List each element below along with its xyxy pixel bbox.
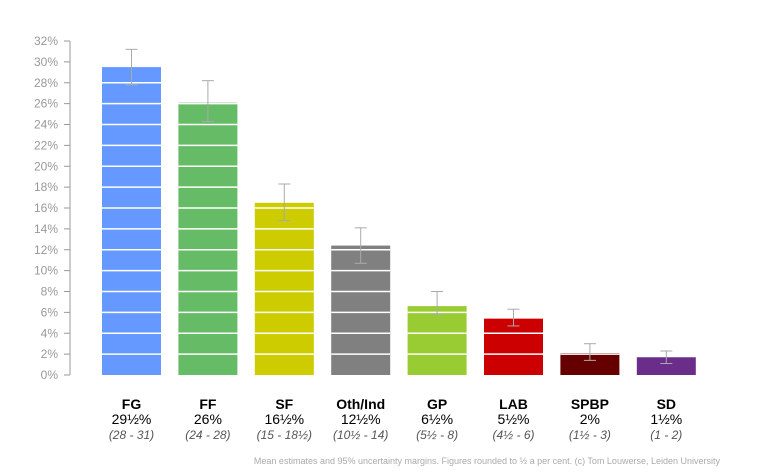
x-val-label: 6½% bbox=[421, 411, 454, 427]
y-tick-label: 10% bbox=[34, 264, 58, 278]
y-tick-label: 22% bbox=[34, 138, 58, 152]
y-tick-label: 6% bbox=[41, 305, 59, 319]
x-rng-label: (1 - 2) bbox=[650, 428, 683, 442]
y-tick-label: 14% bbox=[34, 222, 58, 236]
y-tick-label: 26% bbox=[34, 97, 58, 111]
x-val-label: 12½% bbox=[340, 411, 381, 427]
y-tick-label: 2% bbox=[41, 347, 59, 361]
x-name-label: SD bbox=[656, 396, 677, 412]
x-val-label: 16½% bbox=[264, 411, 305, 427]
x-name-label: LAB bbox=[499, 396, 528, 412]
x-name-label: FG bbox=[121, 396, 142, 412]
bar-sd bbox=[636, 357, 696, 375]
y-tick-label: 30% bbox=[34, 55, 58, 69]
bar-fg bbox=[102, 67, 161, 375]
y-tick-label: 24% bbox=[34, 118, 58, 132]
y-tick-label: 18% bbox=[34, 180, 58, 194]
bar-sf bbox=[254, 202, 314, 375]
bar-ff bbox=[178, 102, 238, 376]
x-rng-label: (28 - 31) bbox=[108, 428, 155, 442]
x-rng-label: (24 - 28) bbox=[185, 428, 231, 442]
x-val-label: 2% bbox=[579, 411, 600, 427]
x-val-label: 1½% bbox=[650, 411, 683, 427]
x-rng-label: (4½ - 6) bbox=[492, 428, 535, 442]
y-tick-label: 28% bbox=[34, 76, 58, 90]
x-val-label: 29½% bbox=[111, 411, 152, 427]
y-tick-label: 32% bbox=[34, 34, 58, 48]
x-rng-label: (5½ - 8) bbox=[416, 428, 459, 442]
y-tick-label: 16% bbox=[34, 201, 58, 215]
x-name-label: GP bbox=[426, 396, 448, 412]
x-rng-label: (1½ - 3) bbox=[568, 428, 611, 442]
bar-gp bbox=[407, 306, 467, 375]
y-tick-label: 8% bbox=[41, 285, 59, 299]
bar-spbp bbox=[560, 353, 620, 375]
y-tick-label: 0% bbox=[41, 368, 59, 382]
y-tick-label: 12% bbox=[34, 243, 58, 257]
x-val-label: 26% bbox=[193, 411, 222, 427]
x-rng-label: (15 - 18½) bbox=[256, 428, 312, 442]
x-name-label: SPBP bbox=[570, 396, 609, 412]
x-rng-label: (10½ - 14) bbox=[333, 428, 389, 442]
x-name-label: FF bbox=[199, 396, 217, 412]
bar-oth-ind bbox=[331, 245, 391, 375]
x-name-label: SF bbox=[275, 396, 294, 412]
bar-lab bbox=[484, 318, 543, 375]
footnote: Mean estimates and 95% uncertainty margi… bbox=[253, 456, 720, 466]
y-tick-label: 20% bbox=[34, 159, 58, 173]
x-name-label: Oth/Ind bbox=[336, 396, 386, 412]
x-val-label: 5½% bbox=[497, 411, 530, 427]
y-tick-label: 4% bbox=[41, 326, 59, 340]
